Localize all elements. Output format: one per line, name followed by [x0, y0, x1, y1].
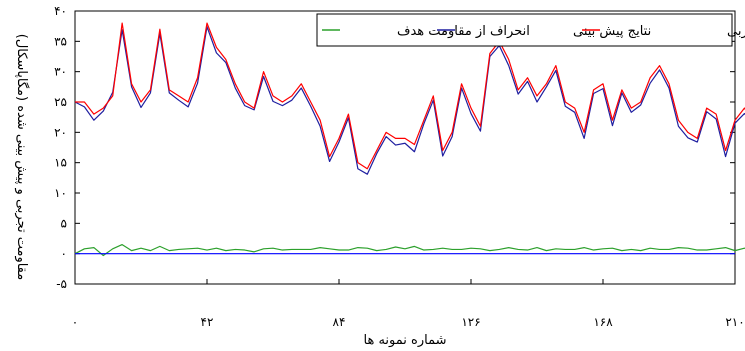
y-tick-label: ۲۰ — [54, 125, 67, 139]
y-tick-label: ۴۰ — [54, 4, 67, 18]
y-tick-label: ۲۵ — [54, 95, 67, 109]
y-tick-label: ۵ — [61, 216, 67, 230]
x-tick-label: ۴۲ — [201, 315, 214, 329]
legend-label: نتایج تجربی — [727, 24, 745, 39]
x-tick-label: ۲۱۰ — [725, 315, 744, 329]
series-layer — [74, 22, 745, 257]
y-tick-label: ۱۵ — [54, 156, 67, 170]
x-axis-label: شماره نمونه ها — [364, 333, 447, 348]
series-line-2 — [74, 243, 745, 257]
y-tick-label: ۰ — [61, 247, 67, 261]
y-tick-label: ۳۰ — [54, 65, 67, 79]
x-axis: ۰ ۴۲ ۸۴ ۱۲۶ ۱۶۸ ۲۱۰ — [72, 279, 745, 329]
legend-label: نتایج پیش بینی — [573, 24, 651, 39]
x-tick-label: ۸۴ — [333, 315, 346, 329]
series-line-1 — [74, 26, 745, 175]
series-2 — [74, 243, 745, 257]
series-0 — [75, 22, 745, 170]
series-1 — [74, 26, 745, 175]
legend-label: انحراف از مقاومت هدف — [397, 24, 530, 39]
y-tick-label: ۳۵ — [54, 34, 67, 48]
x-tick-label: ۰ — [72, 315, 78, 329]
legend: نتایج تجربی نتایج پیش بینی انحراف از مقاوم… — [316, 13, 745, 47]
series-line-0 — [75, 22, 745, 170]
y-axis-label: مقاومت تجربی و پیش بینی شده (مگاپاسکال) — [14, 34, 30, 280]
legend-box — [316, 13, 733, 47]
x-tick-label: ۱۲۶ — [461, 315, 480, 329]
y-tick-label: ۱۰ — [54, 186, 67, 200]
y-tick-label: -۵ — [56, 277, 67, 291]
x-tick-label: ۱۶۸ — [593, 315, 613, 329]
y-axis: -۵ ۰ ۵ ۱۰ ۱۵ ۲۰ ۲۵ ۳۰ ۳۵ ۴۰ — [54, 4, 735, 291]
plot-frame — [74, 10, 736, 285]
